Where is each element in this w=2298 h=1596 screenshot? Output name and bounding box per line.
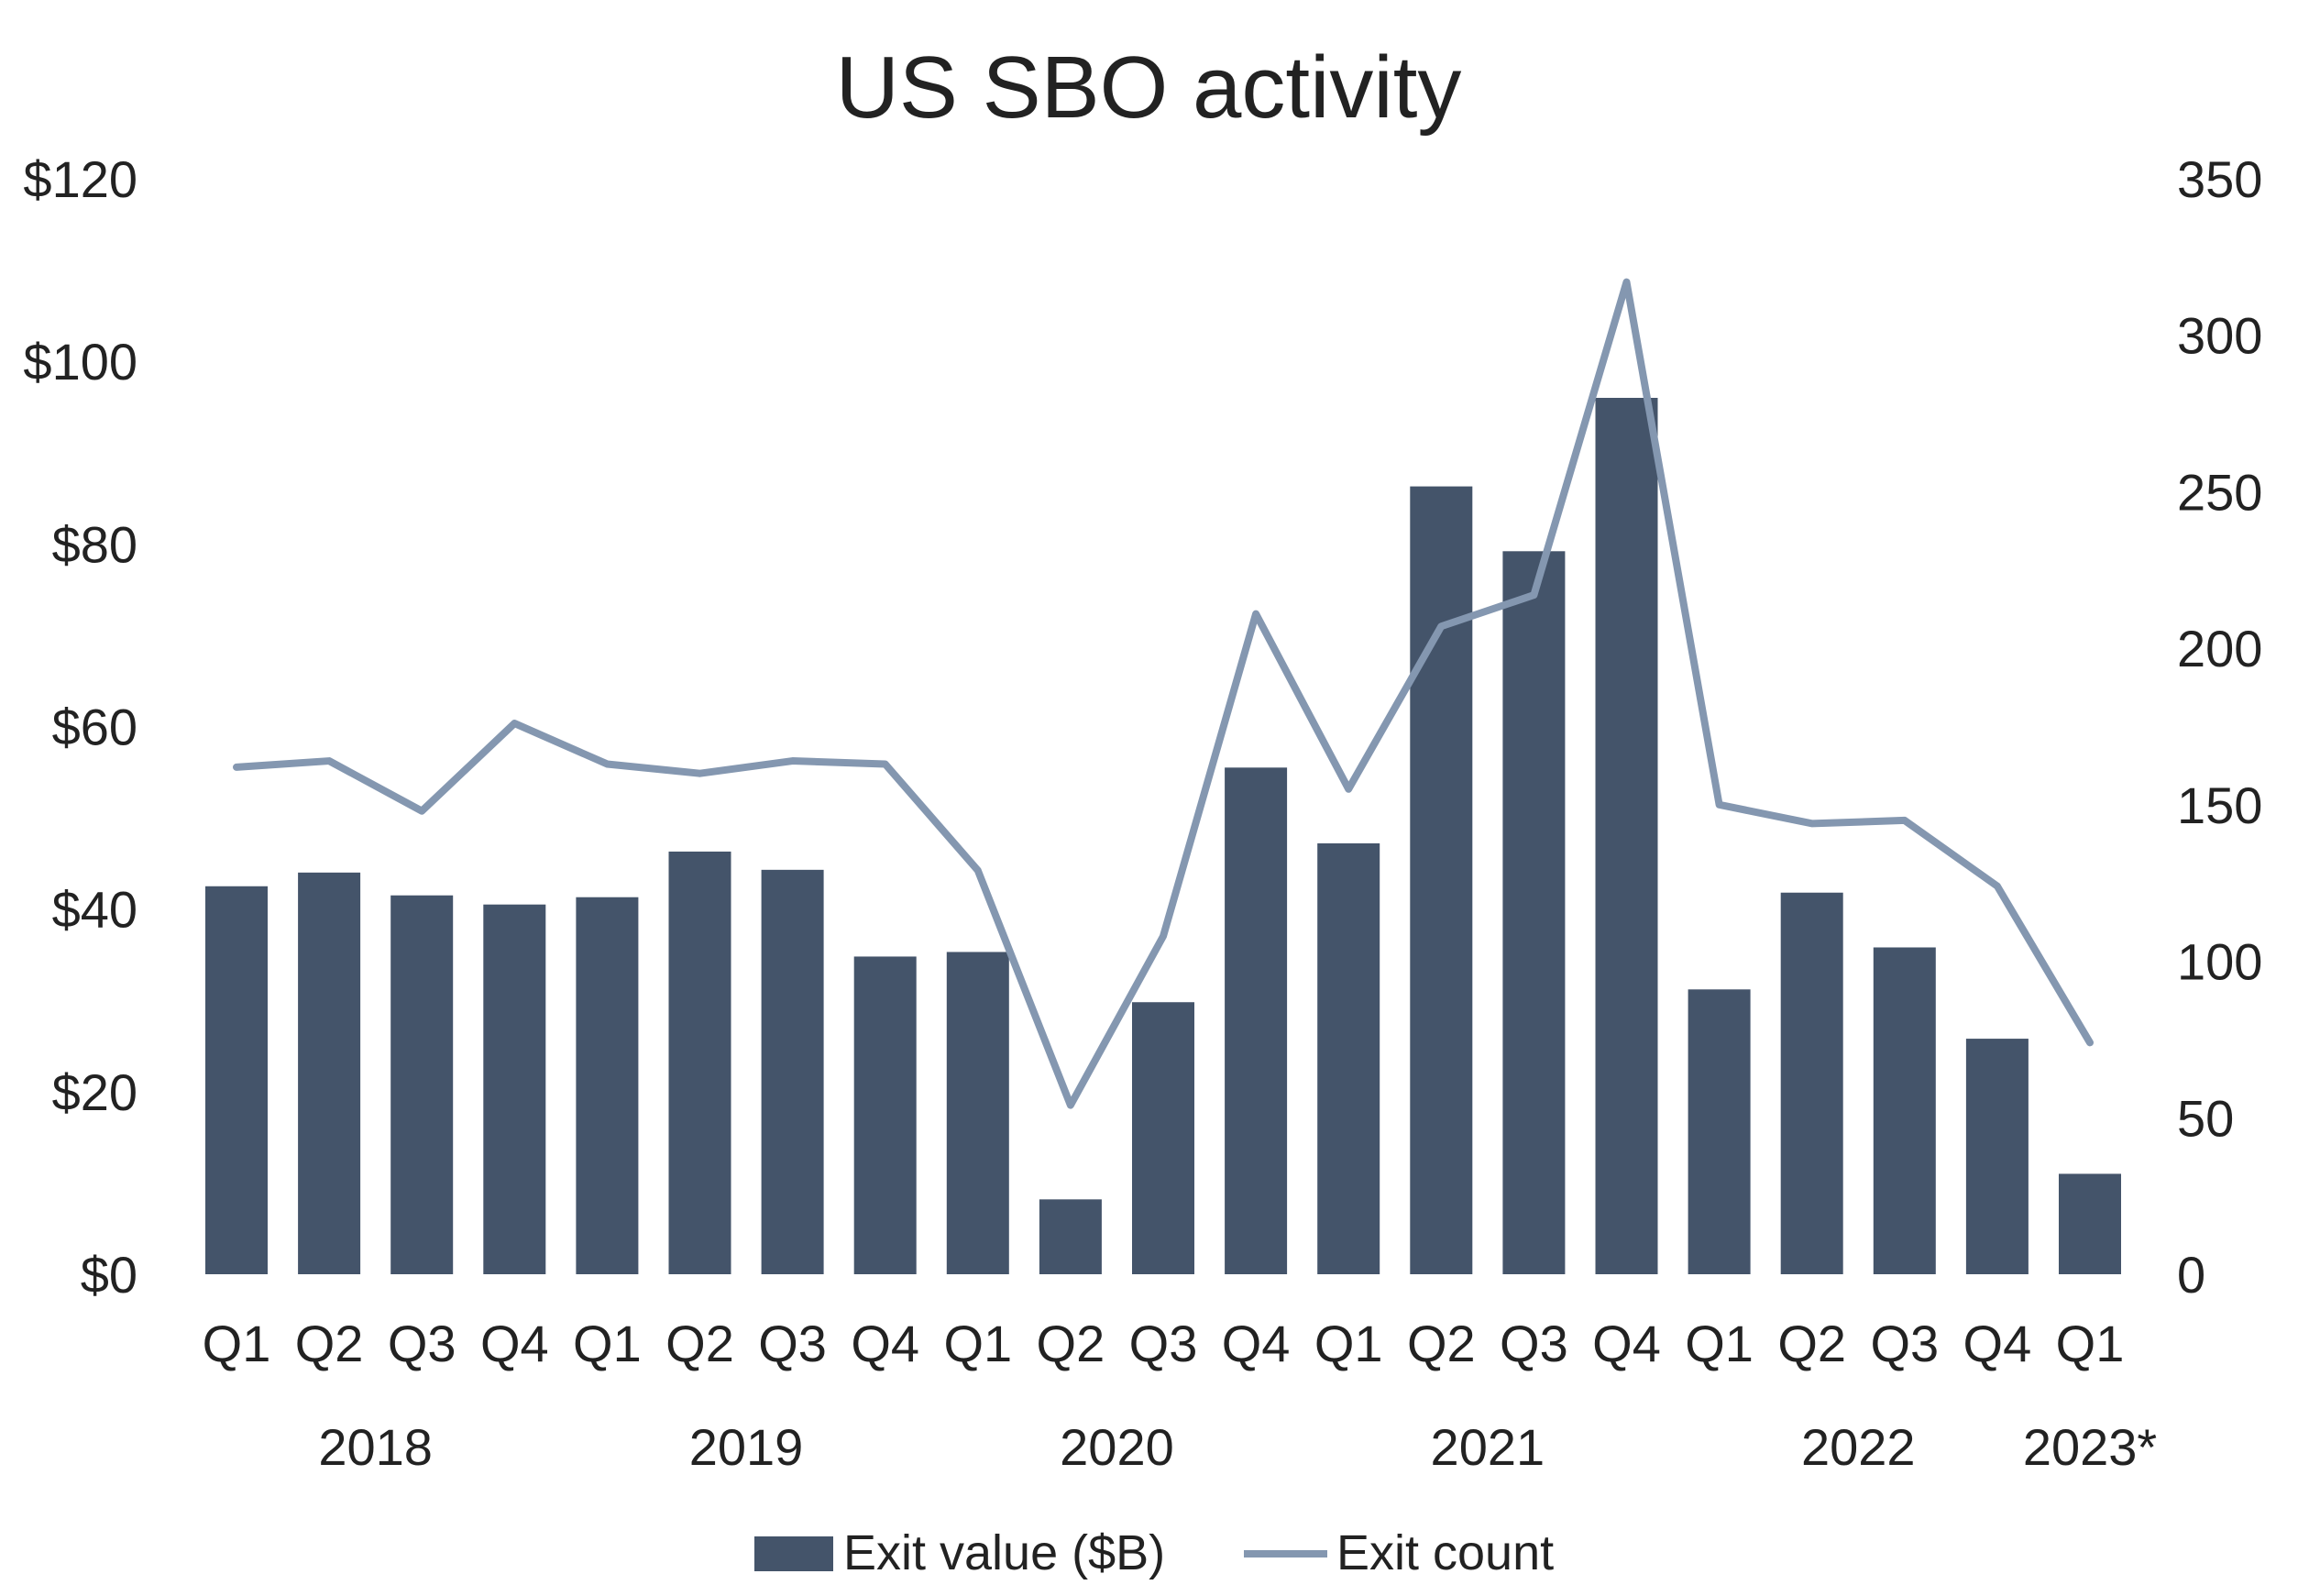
year-group-label: 2021 — [1431, 1418, 1545, 1476]
bar — [2059, 1173, 2121, 1274]
x-tick-label: Q3 — [758, 1315, 827, 1372]
bar — [483, 904, 546, 1274]
right-tick-label: 50 — [2177, 1089, 2234, 1147]
left-tick-label: $20 — [52, 1063, 137, 1121]
bar — [946, 952, 1009, 1274]
x-tick-label: Q1 — [1314, 1315, 1383, 1372]
right-tick-label: 350 — [2177, 150, 2262, 208]
x-tick-label: Q2 — [1037, 1315, 1105, 1372]
x-axis: Q1 Q2 Q3 Q4 Q1 Q2 Q3 Q4 Q1 Q2 Q3 Q4 Q1 Q2 Q3 Q4 Q1 Q2 Q3 Q4… — [203, 1315, 2158, 1476]
bar — [390, 895, 454, 1274]
right-axis: 0 50 100 150 200 250 300 350 — [2177, 150, 2262, 1304]
x-tick-label: Q1 — [943, 1315, 1012, 1372]
bar — [1873, 947, 1936, 1274]
legend-line-label: Exit count — [1336, 1525, 1554, 1580]
right-tick-label: 0 — [2177, 1246, 2205, 1304]
bar — [1965, 1039, 2029, 1274]
bar — [1595, 398, 1658, 1274]
x-tick-label: Q1 — [573, 1315, 642, 1372]
left-tick-label: $60 — [52, 699, 137, 756]
right-tick-label: 250 — [2177, 463, 2262, 521]
x-tick-label: Q2 — [1407, 1315, 1476, 1372]
bar — [1039, 1199, 1102, 1274]
bar — [1225, 767, 1288, 1274]
bar — [761, 869, 824, 1274]
bar — [1410, 486, 1473, 1274]
bar-series — [205, 398, 2121, 1274]
bar — [1132, 1002, 1194, 1274]
bar — [1780, 892, 1843, 1274]
bar — [205, 886, 268, 1274]
x-tick-label: Q4 — [1963, 1315, 2032, 1372]
left-tick-label: $80 — [52, 515, 137, 573]
bar — [668, 851, 731, 1274]
left-tick-label: $100 — [23, 333, 137, 391]
right-tick-label: 150 — [2177, 776, 2262, 834]
year-group-label: 2018 — [318, 1418, 433, 1476]
legend-bar-swatch — [754, 1536, 833, 1571]
chart-title: US SBO activity — [836, 39, 1462, 137]
left-tick-label: $40 — [52, 881, 137, 939]
x-tick-label: Q4 — [851, 1315, 919, 1372]
right-tick-label: 200 — [2177, 620, 2262, 677]
x-tick-label: Q4 — [1222, 1315, 1291, 1372]
x-tick-label: Q3 — [1870, 1315, 1939, 1372]
x-tick-label: Q2 — [295, 1315, 364, 1372]
left-tick-label: $0 — [81, 1246, 137, 1304]
bar — [853, 956, 917, 1274]
left-tick-label: $120 — [23, 150, 137, 208]
legend: Exit value ($B) Exit count — [754, 1525, 1554, 1580]
x-tick-label: Q4 — [1592, 1315, 1661, 1372]
year-group-label: 2022 — [1801, 1418, 1916, 1476]
year-group-label: 2019 — [689, 1418, 804, 1476]
x-tick-label: Q1 — [1685, 1315, 1754, 1372]
x-tick-label: Q2 — [665, 1315, 734, 1372]
bar — [298, 872, 361, 1274]
x-tick-label: Q3 — [1129, 1315, 1198, 1372]
year-group-label: 2023* — [2023, 1418, 2157, 1476]
legend-bar-label: Exit value ($B) — [843, 1525, 1165, 1580]
line-series — [233, 278, 2094, 1109]
right-tick-label: 300 — [2177, 307, 2262, 365]
year-group-label: 2020 — [1060, 1418, 1174, 1476]
bar — [576, 897, 639, 1274]
right-tick-label: 100 — [2177, 933, 2262, 991]
x-tick-label: Q2 — [1777, 1315, 1846, 1372]
bar — [1688, 989, 1751, 1274]
x-tick-label: Q1 — [2056, 1315, 2125, 1372]
x-tick-label: Q4 — [480, 1315, 549, 1372]
bar — [1502, 551, 1566, 1274]
bar — [1317, 842, 1380, 1274]
exit-count-line — [233, 278, 2094, 1109]
x-tick-label: Q3 — [1500, 1315, 1568, 1372]
x-tick-label: Q1 — [203, 1315, 271, 1372]
left-axis: $0 $20 $40 $60 $80 $100 $120 — [23, 150, 137, 1304]
x-tick-label: Q3 — [388, 1315, 456, 1372]
